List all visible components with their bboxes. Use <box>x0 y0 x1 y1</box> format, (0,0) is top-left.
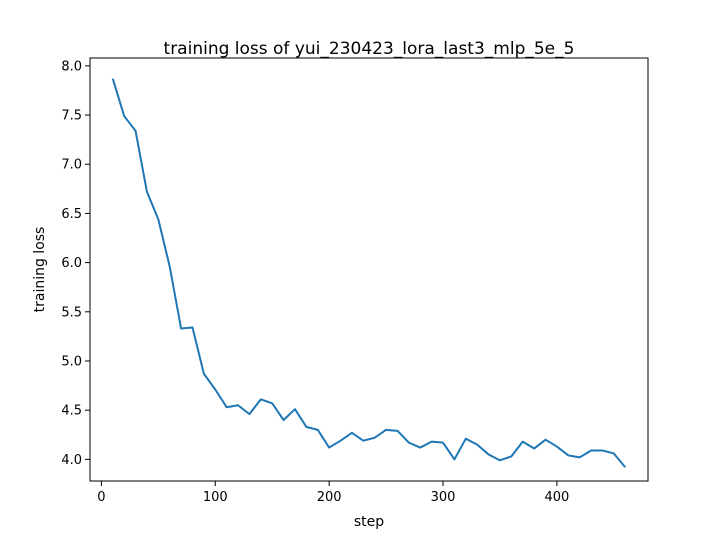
y-tick-label: 5.0 <box>61 354 82 369</box>
x-tick-label: 400 <box>544 490 569 505</box>
y-tick-label: 6.5 <box>61 207 82 222</box>
x-tick-label: 100 <box>203 490 228 505</box>
chart-title: training loss of yui_230423_lora_last3_m… <box>164 39 575 59</box>
axes-frame <box>89 57 649 482</box>
y-tick-label: 7.0 <box>61 158 82 173</box>
x-tick-label: 200 <box>317 490 342 505</box>
plot-area: 0 100 200 300 400 4.0 4.5 5.0 5.5 6.0 6.5 7.0 7.5 8.… <box>61 57 649 505</box>
y-tick-label: 7.5 <box>61 109 82 124</box>
series-line <box>111 78 626 468</box>
x-tick-label: 300 <box>431 490 456 505</box>
x-axis-label: step <box>354 514 384 530</box>
y-axis-ticks: 4.0 4.5 5.0 5.5 6.0 6.5 7.0 7.5 8.0 <box>61 59 90 468</box>
x-tick-label: 0 <box>97 490 105 505</box>
y-tick-label: 4.5 <box>61 404 82 419</box>
x-axis-ticks: 0 100 200 300 400 <box>97 481 569 505</box>
y-tick-label: 5.5 <box>61 305 82 320</box>
y-tick-label: 6.0 <box>61 256 82 271</box>
y-tick-label: 8.0 <box>61 59 82 74</box>
y-axis-label: training loss <box>32 227 48 313</box>
y-tick-label: 4.0 <box>61 453 82 468</box>
